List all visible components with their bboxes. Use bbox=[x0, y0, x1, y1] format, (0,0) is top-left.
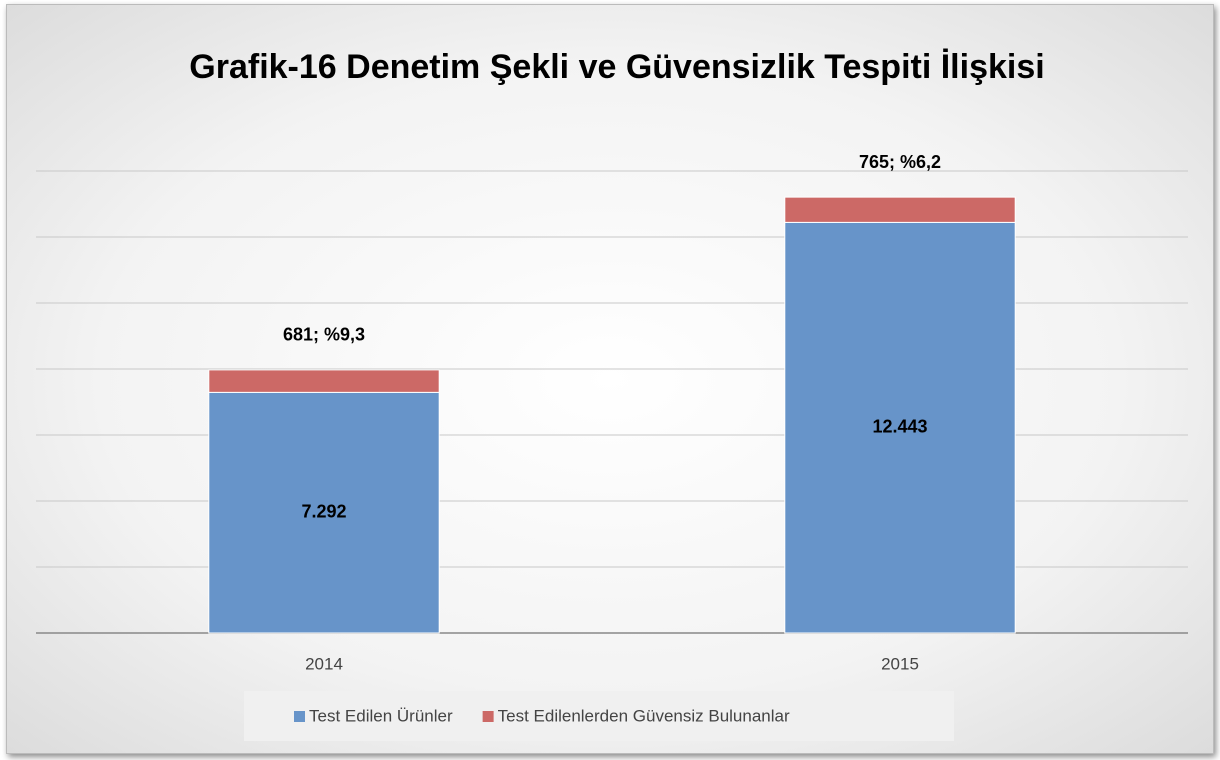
x-tick-label: 2014 bbox=[305, 654, 343, 673]
bar-segment bbox=[784, 196, 1016, 223]
data-label: 681; %9,3 bbox=[283, 325, 365, 345]
legend-label: Test Edilen Ürünler bbox=[309, 706, 453, 725]
bar-segment bbox=[208, 391, 440, 634]
x-tick-label: 2015 bbox=[881, 654, 919, 673]
chart-title: Grafik-16 Denetim Şekli ve Güvensizlik T… bbox=[189, 48, 1045, 86]
bar-segment bbox=[784, 221, 1016, 634]
legend-swatch bbox=[294, 711, 305, 722]
data-label: 12.443 bbox=[872, 416, 927, 436]
data-label: 7.292 bbox=[301, 501, 346, 521]
data-label: 765; %6,2 bbox=[859, 152, 941, 172]
legend-swatch bbox=[482, 711, 494, 722]
legend-box bbox=[244, 691, 954, 741]
legend-label: Test Edilenlerden Güvensiz Bulunanlar bbox=[498, 706, 790, 725]
chart: 2014 7.292 681; %9,3 2015 12.443 765; %6,2 Tes… bbox=[36, 152, 1188, 741]
chart-frame: 2014 7.292 681; %9,3 2015 12.443 765; %6,2 Tes… bbox=[6, 4, 1214, 754]
bar-segment bbox=[208, 369, 440, 393]
